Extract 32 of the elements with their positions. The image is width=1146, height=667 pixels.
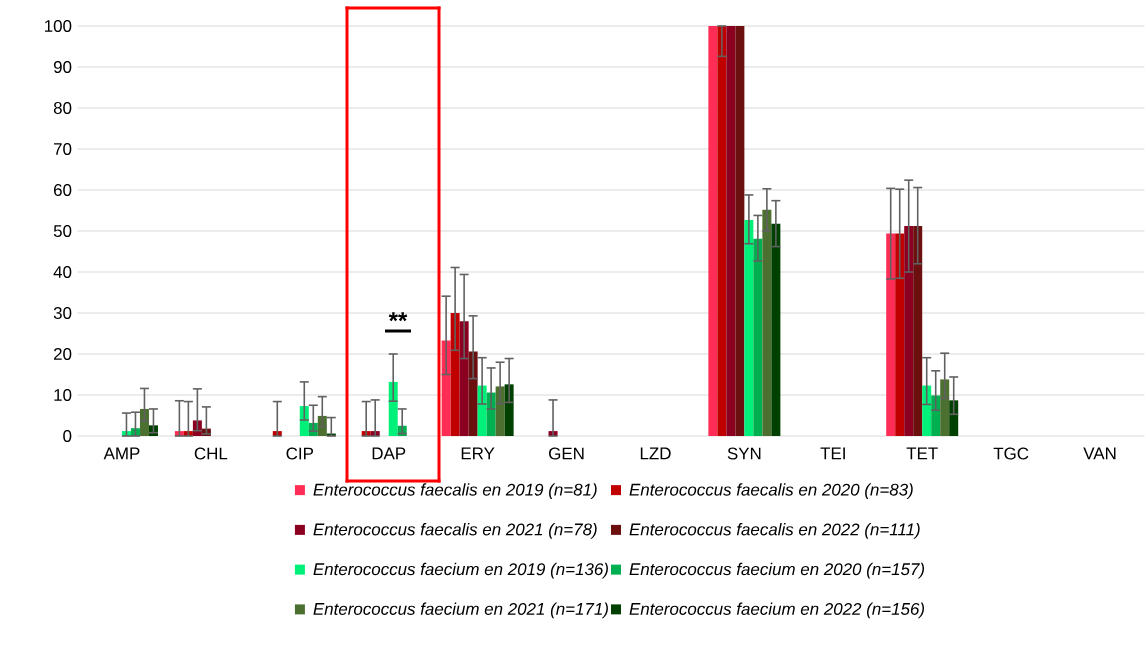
x-tick-label: CIP bbox=[286, 447, 314, 460]
x-tick-label: SYN bbox=[727, 447, 761, 460]
x-tick-label: GEN bbox=[549, 447, 584, 460]
annotation: ** bbox=[388, 312, 408, 322]
x-tick-label: AMP bbox=[103, 447, 140, 460]
y-tick-label: 80 bbox=[53, 102, 72, 115]
x-tick-label: TEI bbox=[820, 447, 845, 460]
y-tick-label: 90 bbox=[53, 61, 72, 74]
x-tick-label: CHL bbox=[194, 447, 228, 460]
legend-label: Enterococcus faecium en 2021 (n=171) bbox=[313, 602, 608, 619]
y-tick-label: 70 bbox=[54, 143, 72, 156]
y-tick-label: 50 bbox=[53, 225, 72, 238]
legend-label: Enterococcus faecalis en 2022 (n=111) bbox=[629, 523, 920, 539]
y-tick-label: 0 bbox=[63, 430, 72, 443]
y-tick-label: 10 bbox=[54, 389, 72, 402]
y-tick-label: 30 bbox=[53, 307, 72, 320]
legend-label: Enterococcus faecalis en 2020 (n=83) bbox=[629, 483, 913, 500]
y-tick-label: 60 bbox=[54, 184, 72, 197]
x-tick-label: TGC bbox=[993, 447, 1029, 460]
legend-label: Enterococcus faecalis en 2021 (n=78) bbox=[313, 523, 597, 539]
legend-label: Enterococcus faecium en 2020 (n=157) bbox=[629, 562, 925, 579]
y-tick-label: 40 bbox=[53, 266, 72, 279]
legend-label: Enterococcus faecium en 2022 (n=156) bbox=[629, 602, 925, 619]
y-tick-label: 20 bbox=[54, 348, 72, 361]
x-tick-label: LZD bbox=[640, 447, 671, 460]
legend-label: Enterococcus faecium en 2019 (n=136) bbox=[313, 562, 608, 579]
x-tick-label: VAN bbox=[1083, 447, 1116, 460]
y-tick-label: 100 bbox=[45, 20, 72, 32]
x-tick-label: ERY bbox=[461, 447, 495, 460]
legend-label: Enterococcus faecalis en 2019 (n=81) bbox=[313, 483, 597, 500]
x-tick-label: DAP bbox=[372, 447, 406, 460]
x-tick-label: TET bbox=[906, 447, 938, 460]
